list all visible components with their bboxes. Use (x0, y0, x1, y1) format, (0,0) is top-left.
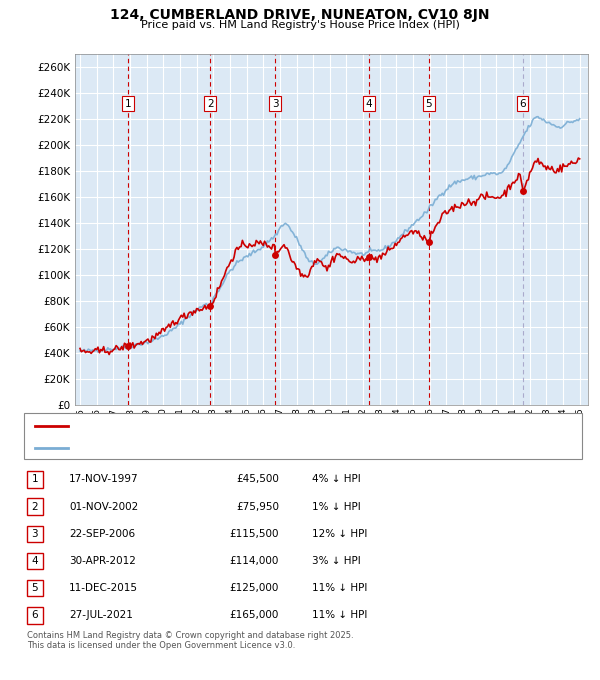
Text: £165,000: £165,000 (230, 611, 279, 620)
Text: 01-NOV-2002: 01-NOV-2002 (69, 502, 138, 511)
Text: 11-DEC-2015: 11-DEC-2015 (69, 583, 138, 593)
Text: 6: 6 (519, 99, 526, 109)
Text: £75,950: £75,950 (236, 502, 279, 511)
Text: Price paid vs. HM Land Registry's House Price Index (HPI): Price paid vs. HM Land Registry's House … (140, 20, 460, 31)
Text: 4% ↓ HPI: 4% ↓ HPI (312, 475, 361, 484)
Text: 2: 2 (31, 502, 38, 511)
Text: 11% ↓ HPI: 11% ↓ HPI (312, 583, 367, 593)
Text: HPI: Average price, semi-detached house, Nuneaton and Bedworth: HPI: Average price, semi-detached house,… (74, 443, 401, 453)
Text: 12% ↓ HPI: 12% ↓ HPI (312, 529, 367, 539)
Text: 5: 5 (425, 99, 432, 109)
Text: 5: 5 (31, 583, 38, 593)
Text: 22-SEP-2006: 22-SEP-2006 (69, 529, 135, 539)
Text: 1: 1 (31, 475, 38, 484)
Text: 4: 4 (31, 556, 38, 566)
Text: £125,000: £125,000 (230, 583, 279, 593)
Text: 27-JUL-2021: 27-JUL-2021 (69, 611, 133, 620)
Text: 11% ↓ HPI: 11% ↓ HPI (312, 611, 367, 620)
Text: 124, CUMBERLAND DRIVE, NUNEATON, CV10 8JN: 124, CUMBERLAND DRIVE, NUNEATON, CV10 8J… (110, 8, 490, 22)
Text: 124, CUMBERLAND DRIVE, NUNEATON, CV10 8JN (semi-detached house): 124, CUMBERLAND DRIVE, NUNEATON, CV10 8J… (74, 421, 430, 431)
Text: £45,500: £45,500 (236, 475, 279, 484)
Text: 30-APR-2012: 30-APR-2012 (69, 556, 136, 566)
Text: 3% ↓ HPI: 3% ↓ HPI (312, 556, 361, 566)
Text: 4: 4 (365, 99, 372, 109)
Text: 2: 2 (207, 99, 214, 109)
Text: £114,000: £114,000 (230, 556, 279, 566)
Text: 3: 3 (272, 99, 278, 109)
Text: Contains HM Land Registry data © Crown copyright and database right 2025.
This d: Contains HM Land Registry data © Crown c… (27, 631, 353, 651)
Text: 6: 6 (31, 611, 38, 620)
Text: 1: 1 (125, 99, 131, 109)
Text: 1% ↓ HPI: 1% ↓ HPI (312, 502, 361, 511)
Text: 17-NOV-1997: 17-NOV-1997 (69, 475, 139, 484)
Text: 3: 3 (31, 529, 38, 539)
Text: £115,500: £115,500 (229, 529, 279, 539)
